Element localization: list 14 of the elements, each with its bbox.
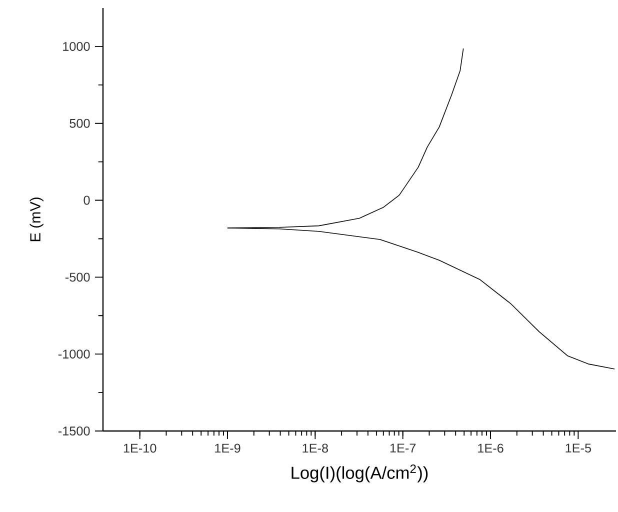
y-tick-label: -1000: [58, 350, 90, 359]
x-tick-label: 1E-5: [566, 444, 592, 453]
x-tick-label: 1E-10: [124, 444, 156, 453]
y-tick-label: 0: [84, 196, 90, 205]
y-tick-label: 1000: [63, 42, 90, 51]
x-axis-title: Log(I)(log(A/cm$^{2}$)): [292, 464, 428, 482]
y-tick-label: -500: [65, 272, 90, 282]
y-tick-label: 500: [70, 118, 90, 128]
y-tick-label: -1500: [58, 426, 90, 436]
y-axis-title: E (mV): [30, 198, 44, 242]
x-tick-label: 1E-6: [478, 444, 504, 453]
x-tick-label: 1E-7: [390, 444, 416, 452]
x-tick-label: 1E-9: [215, 444, 240, 453]
x-tick-label: 1E-8: [302, 444, 328, 453]
